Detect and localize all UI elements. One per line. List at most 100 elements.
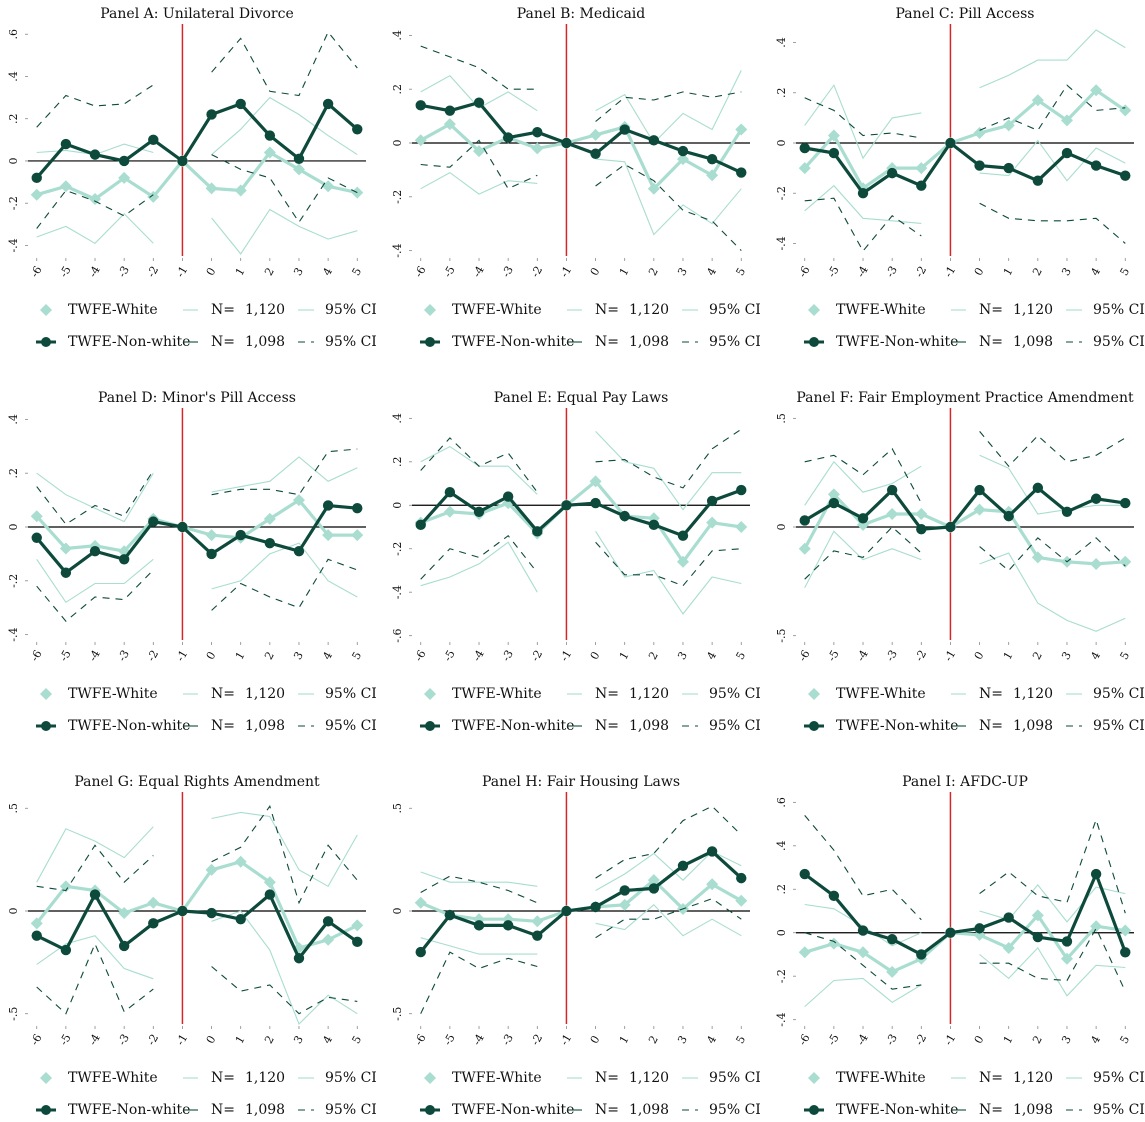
x-tick-label: 0 — [972, 649, 987, 662]
x-tick-label: -1 — [558, 264, 575, 280]
point — [619, 510, 630, 522]
point — [235, 529, 246, 541]
x-tick-label: 5 — [349, 1033, 364, 1046]
legend-n: 1,098 — [1013, 1102, 1053, 1118]
x-tick-label: 3 — [675, 1033, 690, 1046]
ci-line — [804, 526, 1126, 580]
x-tick-label: 2 — [646, 1033, 661, 1046]
x-tick-label: -2 — [529, 264, 546, 280]
x-tick-label: 2 — [262, 649, 277, 662]
point — [619, 885, 630, 896]
x-tick-label: 2 — [1030, 265, 1045, 278]
y-tick-label: .4 — [391, 413, 404, 424]
point — [706, 169, 719, 182]
point — [532, 127, 543, 138]
legend-n: 1,098 — [245, 334, 285, 350]
ci-line — [36, 542, 358, 604]
y-tick-label: -.4 — [391, 585, 404, 599]
point — [235, 914, 246, 925]
point — [444, 909, 456, 921]
point — [415, 946, 426, 958]
panel: Panel A: Unilateral Divorce -.4 -.2 0 .2 .4 .6… — [7, 6, 377, 350]
point — [736, 484, 747, 496]
legend-n-text: N= — [595, 718, 619, 734]
point — [292, 163, 305, 176]
point — [502, 920, 514, 931]
point — [1090, 868, 1102, 880]
ci-line — [36, 448, 358, 526]
point — [148, 918, 159, 929]
legend-marker — [424, 1072, 436, 1084]
x-tick-label: -2 — [913, 1032, 930, 1048]
y-tick-label: -.4 — [391, 244, 404, 258]
point — [444, 105, 456, 116]
series-line — [419, 488, 742, 538]
legend-marker — [809, 337, 819, 347]
x-tick-label: -6 — [412, 648, 429, 664]
x-tick-label: -4 — [86, 1032, 103, 1048]
y-tick-label: -.4 — [775, 236, 788, 250]
ci-line — [420, 45, 742, 122]
point — [502, 132, 514, 143]
legend-n: 1,120 — [629, 302, 669, 318]
legend-n-text: N= — [595, 686, 619, 702]
x-tick-label: 2 — [1030, 1033, 1045, 1046]
ci-line — [36, 942, 358, 1015]
point — [916, 180, 927, 191]
y-tick-label: .2 — [391, 84, 404, 95]
point — [828, 497, 840, 509]
y-tick-label: 0 — [391, 140, 404, 147]
x-tick-label: -6 — [28, 1032, 45, 1048]
ci-line — [36, 208, 358, 255]
x-tick-label: -1 — [558, 1032, 575, 1048]
point — [857, 925, 869, 936]
x-tick-label: 5 — [1117, 649, 1132, 662]
legend-marker — [424, 304, 436, 316]
ci-line — [36, 804, 358, 905]
point — [973, 928, 986, 941]
point — [706, 153, 718, 165]
legend-n-text: N= — [211, 1102, 235, 1118]
legend-ci: 95% CI — [709, 1102, 761, 1118]
y-tick-label: 0 — [775, 929, 788, 936]
x-tick-label: -2 — [913, 648, 930, 664]
x-tick-label: 5 — [349, 265, 364, 278]
series-line — [35, 503, 358, 575]
legend-n: 1,120 — [629, 1070, 669, 1086]
point — [177, 521, 188, 533]
point — [89, 546, 101, 557]
point — [706, 516, 719, 529]
point — [1120, 170, 1131, 181]
point — [736, 167, 747, 178]
ci-line — [420, 431, 742, 511]
x-tick-label: 0 — [204, 1033, 219, 1046]
point — [322, 916, 334, 927]
point — [916, 523, 927, 535]
point — [414, 134, 427, 147]
x-tick-label: -5 — [441, 1032, 458, 1048]
x-tick-label: 2 — [262, 265, 277, 278]
panel: Panel E: Equal Pay Laws-.6-.4-.20.2.4-6-… — [391, 390, 761, 734]
legend-marker — [425, 1105, 435, 1115]
point — [205, 182, 218, 195]
legend-n: 1,098 — [1013, 334, 1053, 350]
point — [414, 896, 427, 909]
panel-title: Panel I: AFDC-UP — [902, 774, 1028, 790]
x-tick-label: -2 — [913, 264, 930, 280]
y-tick-label: .4 — [775, 841, 788, 852]
x-tick-label: -3 — [499, 264, 516, 280]
ci-line — [804, 29, 1126, 160]
point — [1060, 114, 1073, 127]
y-tick-label: .2 — [7, 113, 20, 124]
series-line — [803, 485, 1126, 531]
y-tick-label: -.5 — [7, 1007, 20, 1021]
point — [118, 545, 131, 558]
ci-line — [36, 154, 358, 229]
point — [1061, 147, 1073, 159]
point — [1061, 506, 1073, 517]
legend-ci: 95% CI — [325, 718, 377, 734]
x-tick-label: -1 — [942, 1032, 959, 1048]
panel-title: Panel A: Unilateral Divorce — [100, 6, 294, 22]
x-tick-label: 0 — [588, 649, 603, 662]
point — [352, 124, 363, 135]
